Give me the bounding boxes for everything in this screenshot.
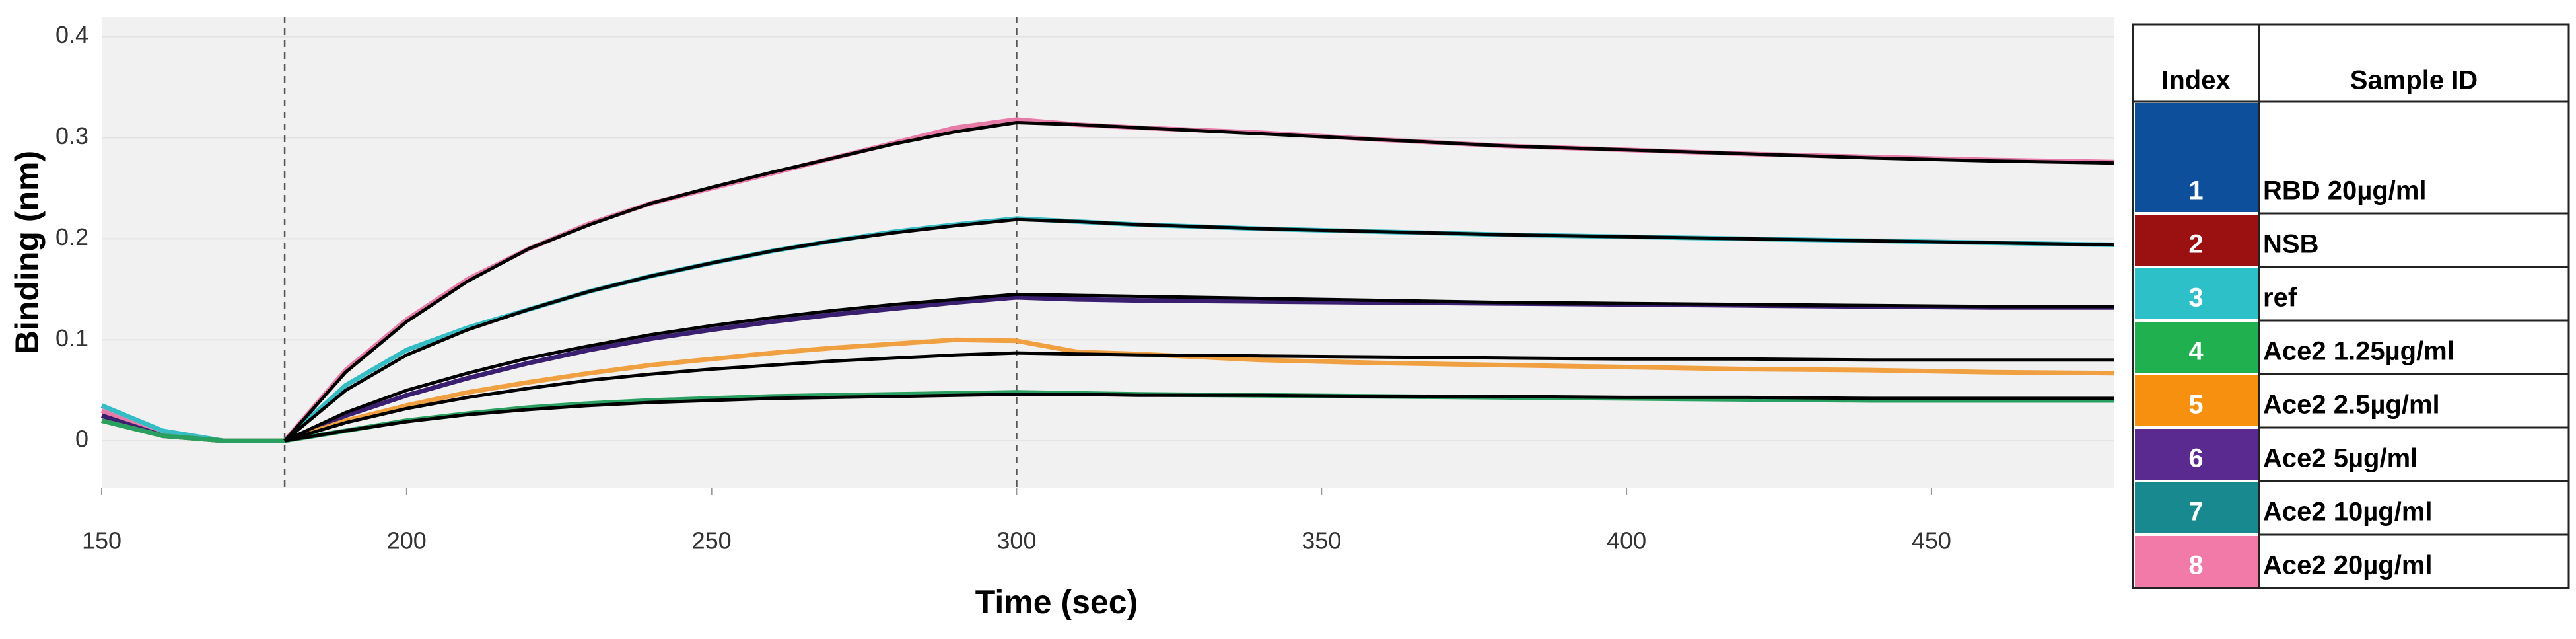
legend-swatch xyxy=(2135,375,2258,426)
y-tick-label: 0 xyxy=(75,426,88,453)
series-line xyxy=(284,393,2114,443)
x-tick-label: 300 xyxy=(996,527,1036,554)
y-tick-label: 0.2 xyxy=(55,223,88,250)
legend-header: Sample ID xyxy=(2350,66,2478,95)
legend-swatch xyxy=(2135,215,2258,266)
legend-sample: Ace2 10µg/ml xyxy=(2263,498,2433,527)
y-axis-title: Binding (nm) xyxy=(9,151,46,354)
x-axis-title: Time (sec) xyxy=(975,583,1138,620)
y-tick-label: 0.4 xyxy=(55,21,88,48)
legend-swatch xyxy=(2135,429,2258,480)
legend-index: 5 xyxy=(2188,391,2203,420)
legend-sample: Ace2 1.25µg/ml xyxy=(2263,337,2454,366)
legend-index: 2 xyxy=(2188,230,2203,259)
legend-index: 7 xyxy=(2188,498,2203,527)
legend-sample: ref xyxy=(2263,283,2297,313)
x-tick-label: 200 xyxy=(387,527,427,554)
y-tick-label: 0.3 xyxy=(55,122,88,149)
series-line xyxy=(284,292,2114,443)
series-line xyxy=(101,337,2115,443)
legend-index: 4 xyxy=(2188,337,2204,366)
x-tick-label: 400 xyxy=(1607,527,1646,554)
legend-index: 1 xyxy=(2188,176,2203,206)
x-tick-label: 450 xyxy=(1912,527,1951,554)
legend-swatch xyxy=(2135,268,2258,319)
x-tick-label: 250 xyxy=(692,527,732,554)
legend-sample: Ace2 5µg/ml xyxy=(2263,444,2418,473)
x-tick-label: 150 xyxy=(82,527,122,554)
x-tick-label: 350 xyxy=(1302,527,1341,554)
legend-sample: Ace2 20µg/ml xyxy=(2263,551,2433,580)
series-line xyxy=(283,217,2115,443)
legend-index: 8 xyxy=(2188,551,2203,580)
legend-header: Index xyxy=(2161,66,2230,95)
legend-sample: RBD 20µg/ml xyxy=(2263,176,2427,206)
legend-swatch xyxy=(2135,536,2258,587)
legend-index: 3 xyxy=(2188,283,2203,313)
series-line xyxy=(283,121,2115,442)
plot-area xyxy=(102,17,2114,488)
y-tick-label: 0.1 xyxy=(55,324,88,352)
legend-index: 6 xyxy=(2188,444,2203,473)
legend-sample: NSB xyxy=(2263,230,2318,259)
legend-swatch xyxy=(2135,322,2258,373)
legend-swatch xyxy=(2135,103,2258,212)
legend-sample: Ace2 2.5µg/ml xyxy=(2263,391,2440,420)
series-line xyxy=(284,351,2114,443)
legend-swatch xyxy=(2135,482,2258,533)
